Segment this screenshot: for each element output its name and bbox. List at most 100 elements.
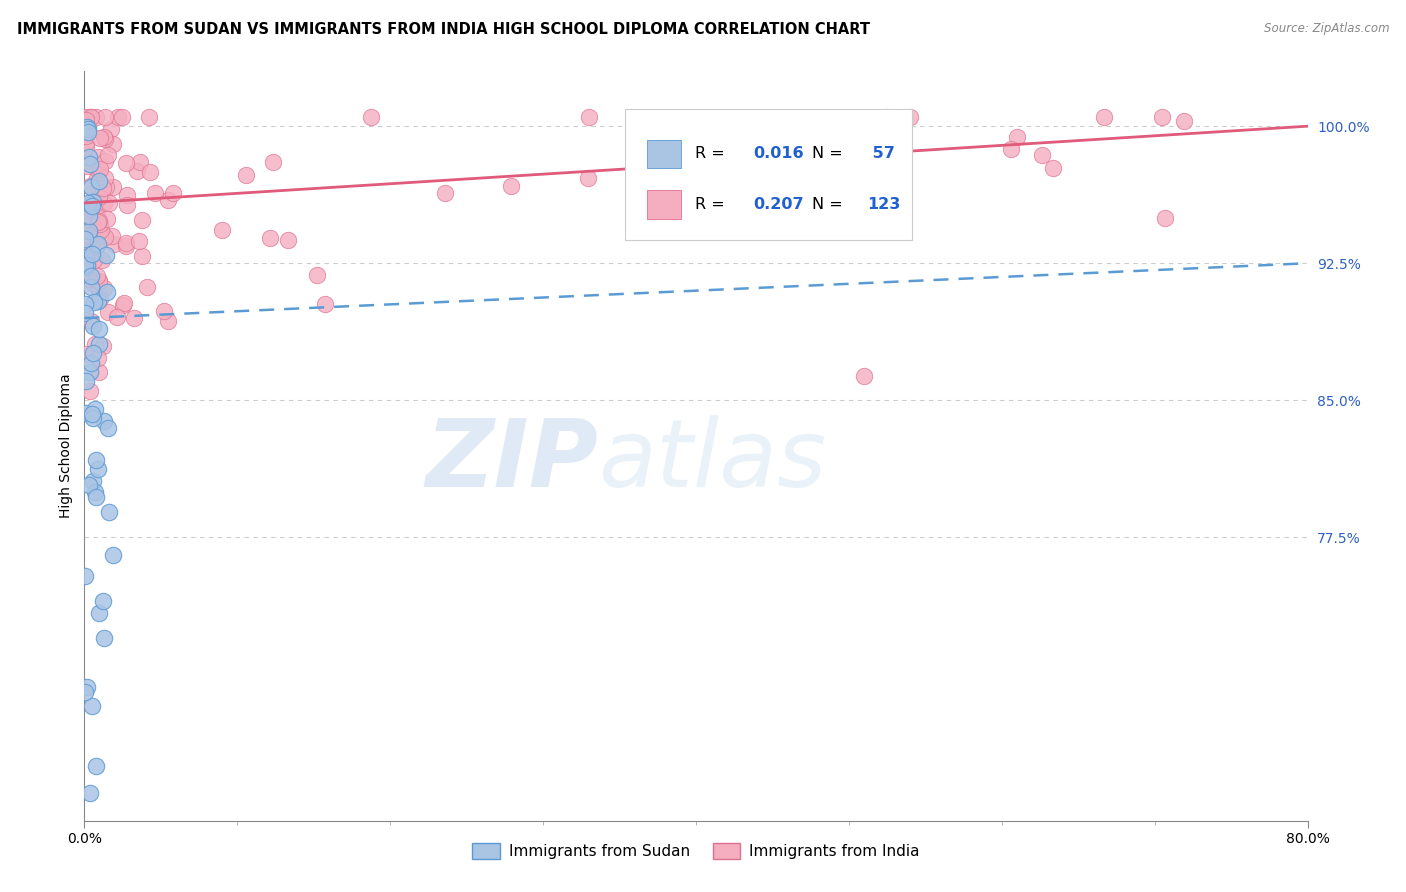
Point [235,169,257,183]
Point [75,136,97,151]
Text: R =: R = [695,197,730,212]
Point [157,193,180,207]
Point [103,180,125,194]
Text: N =: N = [813,146,848,161]
FancyBboxPatch shape [626,109,912,240]
Point [75,238,97,252]
Point [93,280,115,294]
Point [93,181,115,195]
Point [86,161,108,176]
Point [87,274,110,288]
Point [128,235,150,249]
Point [96,212,118,227]
Point [105,310,128,324]
Point [75,306,97,320]
Text: atlas: atlas [598,416,827,507]
Point [360,110,382,124]
Point [87,322,110,336]
Point [76,213,98,227]
Point [86,171,108,186]
Point [84,491,107,505]
Point [89,224,111,238]
Point [93,631,115,645]
Point [75,234,97,248]
Point [82,195,104,210]
Text: 0.207: 0.207 [754,197,804,212]
Point [89,293,111,307]
Point [96,285,118,299]
Point [94,110,117,124]
Point [80,268,103,283]
Point [82,345,104,359]
Point [86,209,108,223]
Point [111,110,134,124]
Point [100,122,122,136]
Point [87,215,110,229]
Point [93,414,115,428]
Point [84,452,107,467]
Point [211,222,233,236]
Point [75,232,97,246]
Point [75,406,97,420]
Point [94,154,117,169]
Point [87,283,110,297]
Point [898,110,921,124]
Point [152,304,174,318]
Point [76,680,98,694]
Point [100,229,122,244]
Point [89,217,111,231]
Point [87,214,110,228]
Point [876,110,898,124]
Point [79,157,101,171]
Point [80,236,103,251]
Point [93,171,115,186]
Point [129,154,152,169]
Point [86,269,108,284]
Point [80,408,103,422]
Point [115,235,138,250]
Point [89,220,111,235]
Point [139,164,162,178]
Point [90,252,112,267]
Text: R =: R = [695,146,730,161]
Point [87,351,110,365]
Point [1092,110,1115,124]
Point [1031,147,1053,161]
Point [75,125,97,139]
Point [82,474,104,488]
Point [314,297,336,311]
Point [76,198,98,212]
Point [76,196,98,211]
Point [76,227,98,242]
Point [80,279,103,293]
Point [79,272,101,286]
Point [112,296,135,310]
Point [721,153,744,168]
Point [84,759,107,773]
Point [75,225,97,239]
Point [499,178,522,193]
Point [730,140,752,154]
Point [80,202,103,216]
Point [262,154,284,169]
Point [145,186,167,200]
Point [98,195,121,210]
Point [94,132,117,146]
Bar [647,139,682,168]
Point [112,298,135,312]
Point [136,280,159,294]
Point [1000,142,1022,156]
Point [75,258,97,272]
Point [259,231,281,245]
Point [162,186,184,200]
Point [307,268,329,283]
Point [86,150,108,164]
Point [76,258,98,272]
Point [93,130,115,145]
Point [75,250,97,264]
Point [84,110,107,124]
Text: N =: N = [813,197,848,212]
Point [86,230,108,244]
Point [80,199,103,213]
Point [1007,129,1029,144]
